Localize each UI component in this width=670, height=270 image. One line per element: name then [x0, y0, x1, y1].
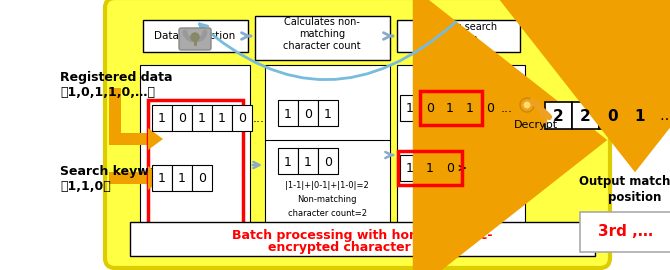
Bar	[440, 95, 460, 121]
Bar	[109, 88, 121, 138]
Text: |1-1|+|0-1|+|1-0|=2: |1-1|+|0-1|+|1-0|=2	[285, 181, 369, 190]
Text: （1,0,1,1,0,…）: （1,0,1,1,0,…）	[60, 86, 155, 100]
Bar	[420, 91, 482, 125]
Text: 0: 0	[198, 173, 206, 185]
Text: ...: ...	[253, 113, 265, 126]
Bar	[400, 95, 420, 121]
Text: 2: 2	[580, 109, 591, 124]
Text: 0: 0	[178, 113, 186, 126]
Text: encrypted character string: encrypted character string	[268, 241, 456, 255]
Bar	[109, 172, 148, 184]
Bar	[172, 105, 192, 131]
Text: 1: 1	[218, 113, 226, 126]
Text: Registered data: Registered data	[60, 72, 172, 85]
Text: Non-matching: Non-matching	[297, 195, 356, 204]
Bar	[109, 133, 148, 145]
Text: 1: 1	[198, 113, 206, 126]
Text: Search keyword: Search keyword	[60, 166, 172, 178]
Bar	[278, 100, 298, 126]
Bar	[480, 95, 500, 121]
Text: 1: 1	[634, 109, 645, 124]
Bar	[192, 165, 212, 191]
Bar	[255, 16, 390, 60]
Polygon shape	[148, 128, 163, 150]
Text: Calculates non-
matching
character count: Calculates non- matching character count	[283, 17, 361, 50]
Bar	[232, 105, 252, 131]
Text: 1: 1	[324, 107, 332, 120]
Text: 0: 0	[238, 113, 246, 126]
Bar	[398, 151, 462, 185]
Text: 1: 1	[158, 173, 166, 185]
Bar	[298, 148, 318, 174]
Text: 3rd ,…: 3rd ,…	[598, 224, 653, 239]
Bar	[152, 165, 172, 191]
Text: ...: ...	[501, 103, 513, 116]
Polygon shape	[148, 166, 163, 190]
Bar	[148, 100, 243, 240]
Text: 1: 1	[426, 163, 434, 176]
Text: （1,1,0）: （1,1,0）	[60, 180, 111, 193]
Bar	[278, 148, 298, 174]
Text: 1: 1	[158, 113, 166, 126]
FancyArrowPatch shape	[200, 22, 456, 80]
Bar	[212, 105, 232, 131]
Text: 0: 0	[304, 107, 312, 120]
Text: 0: 0	[446, 163, 454, 176]
Text: 1: 1	[446, 103, 454, 116]
Bar	[400, 155, 420, 181]
Bar	[192, 105, 212, 131]
Text: 1: 1	[178, 173, 186, 185]
Text: 1: 1	[284, 107, 292, 120]
Bar	[440, 155, 460, 181]
Circle shape	[523, 102, 531, 109]
Text: 0: 0	[486, 103, 494, 116]
Bar	[626, 102, 653, 129]
Text: 1: 1	[284, 156, 292, 168]
Bar	[130, 222, 595, 256]
Bar	[140, 65, 250, 248]
Bar	[580, 212, 670, 252]
Bar	[143, 20, 248, 52]
Text: character count=2: character count=2	[287, 208, 366, 218]
Text: 0: 0	[324, 156, 332, 168]
Bar	[420, 95, 440, 121]
FancyBboxPatch shape	[105, 0, 610, 268]
Bar	[460, 95, 480, 121]
Text: 0: 0	[607, 109, 618, 124]
Bar	[318, 100, 338, 126]
Text: Batch processing with homomorphic-: Batch processing with homomorphic-	[232, 230, 492, 242]
Bar	[397, 65, 525, 248]
Bar	[265, 65, 390, 248]
FancyBboxPatch shape	[179, 28, 211, 50]
Text: Changes search
position: Changes search position	[419, 22, 497, 44]
Text: 1: 1	[406, 163, 414, 176]
Text: Score non-
matching
character count: Score non- matching character count	[582, 0, 670, 42]
Bar	[397, 20, 520, 52]
Bar	[420, 155, 440, 181]
Text: 2: 2	[553, 109, 564, 124]
Bar	[298, 100, 318, 126]
Bar	[599, 102, 626, 129]
Bar	[572, 102, 599, 129]
Text: 0: 0	[426, 103, 434, 116]
Text: Data extraction: Data extraction	[154, 31, 236, 41]
Circle shape	[520, 98, 534, 112]
Text: Output matching
position: Output matching position	[579, 176, 670, 204]
Text: 1: 1	[466, 103, 474, 116]
Text: Decrypt: Decrypt	[514, 120, 558, 130]
Bar	[545, 102, 572, 129]
Bar	[172, 165, 192, 191]
Text: …: …	[659, 110, 670, 123]
Text: 1: 1	[304, 156, 312, 168]
Bar	[318, 148, 338, 174]
Text: 1: 1	[406, 103, 414, 116]
Circle shape	[191, 33, 199, 41]
Bar	[152, 105, 172, 131]
Text: Slide one unit over: Slide one unit over	[417, 211, 503, 220]
